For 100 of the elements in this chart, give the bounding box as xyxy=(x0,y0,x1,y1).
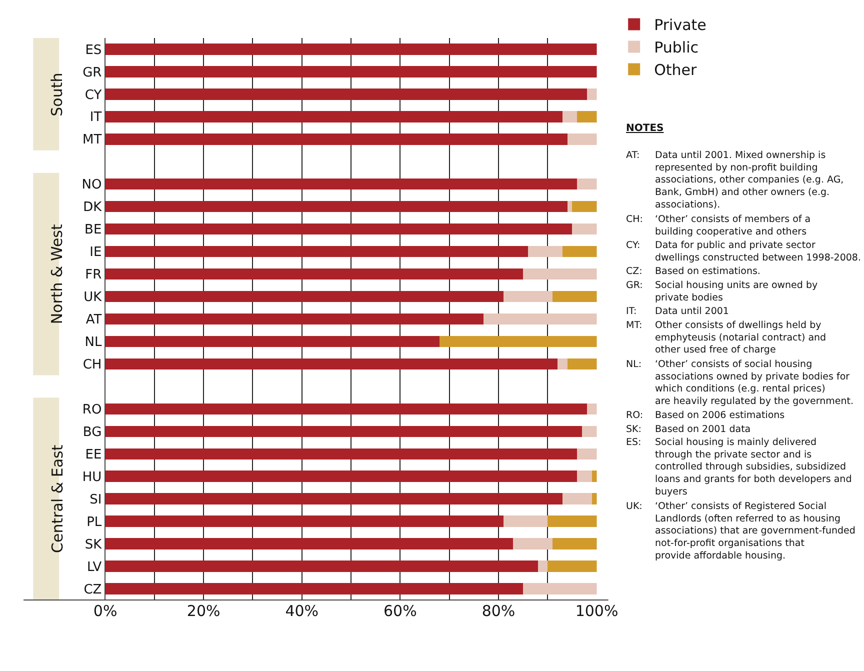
text: GR: Social housing units are owned by private bodies xyxy=(626,280,818,304)
bar xyxy=(552,538,597,550)
bar xyxy=(523,268,597,280)
x-tick-label: 100% xyxy=(575,602,618,620)
bar xyxy=(562,493,592,504)
bar xyxy=(105,66,597,78)
y-tick-label: MT xyxy=(82,132,102,148)
text: IT: Data until 2001 xyxy=(626,306,729,317)
y-tick-label: BE xyxy=(84,222,102,238)
y-tick-label: IT xyxy=(90,110,102,126)
bar xyxy=(105,223,572,235)
bar xyxy=(105,448,578,460)
y-tick-label: FR xyxy=(85,268,102,283)
legend-label: Other xyxy=(654,61,698,80)
bar xyxy=(105,516,504,527)
y-tick-label: UK xyxy=(84,290,102,306)
text: Central & East xyxy=(48,444,66,553)
bar xyxy=(105,336,440,348)
bar xyxy=(105,111,562,122)
y-tick-label: HU xyxy=(82,470,102,485)
y-tick-label: CZ xyxy=(84,582,102,598)
bar xyxy=(562,111,578,122)
bar xyxy=(105,583,524,594)
bar xyxy=(105,313,484,325)
y-tick-label: NL xyxy=(84,335,102,350)
bar xyxy=(484,313,597,325)
bar xyxy=(523,583,597,594)
bar xyxy=(105,358,558,370)
y-tick-label: SI xyxy=(90,492,102,508)
text: AT: Data until 2001. Mixed ownership is represented by non-profit building associations, other companies (e.g. AG, Bank, GmbH) and other owners (e.g. associations). xyxy=(626,150,844,210)
bar xyxy=(105,178,578,190)
bar xyxy=(440,336,597,348)
y-tick-label: BG xyxy=(82,424,102,440)
bar xyxy=(577,448,597,460)
y-tick-label: PL xyxy=(86,514,102,530)
bar xyxy=(528,246,562,258)
bar xyxy=(503,516,548,527)
text: South xyxy=(48,72,66,116)
bar xyxy=(562,246,597,258)
text: MT: Other consists of dwellings held by emphyteusis (notarial contract) and other used free of charge xyxy=(626,320,826,356)
bar xyxy=(548,560,597,572)
y-tick-label: DK xyxy=(83,200,102,216)
y-tick-label: NO xyxy=(82,178,102,193)
y-tick-label: RO xyxy=(82,402,102,418)
bar xyxy=(586,403,597,415)
bar xyxy=(567,200,572,212)
bar xyxy=(538,560,548,572)
bar xyxy=(552,290,597,302)
bar xyxy=(105,268,524,280)
bar xyxy=(105,134,568,145)
bar xyxy=(513,538,553,550)
bar xyxy=(105,426,582,438)
bar xyxy=(105,290,504,302)
bar xyxy=(572,200,597,212)
bar xyxy=(577,178,597,190)
bar xyxy=(503,290,553,302)
bar xyxy=(567,134,597,145)
x-tick-label: 40% xyxy=(285,602,319,620)
bar xyxy=(105,403,587,415)
text: CY: Data for public and private sector dwellings constructed between 1998-2008. xyxy=(626,240,861,264)
bar xyxy=(105,538,514,550)
text: CZ: Based on estimations. xyxy=(626,266,760,277)
x-tick-label: 80% xyxy=(482,602,516,620)
x-tick-label: 0% xyxy=(93,602,118,620)
y-tick-label: CY xyxy=(84,88,102,103)
bar xyxy=(105,200,568,212)
bar xyxy=(105,493,562,504)
text: ES: Social housing is mainly delivered through the private sector and is controlled through subsidies, subsidized loans and grants for both developers and buyers xyxy=(626,437,852,498)
bar xyxy=(592,493,597,504)
bar xyxy=(105,88,587,100)
text: NOTES xyxy=(626,123,664,134)
bar xyxy=(105,470,578,482)
bar xyxy=(557,358,568,370)
y-tick-label: LV xyxy=(86,560,102,575)
bar xyxy=(592,470,597,482)
y-tick-label: SK xyxy=(84,537,102,552)
bar xyxy=(586,88,597,100)
y-tick-label: EE xyxy=(85,447,102,462)
bar xyxy=(105,44,597,55)
y-tick-label: ES xyxy=(85,42,102,58)
y-tick-label: GR xyxy=(82,65,102,80)
bar xyxy=(572,223,597,235)
bar xyxy=(582,426,597,438)
text: SK: Based on 2001 data xyxy=(626,424,751,435)
bar xyxy=(548,516,597,527)
y-tick-label: AT xyxy=(86,312,102,328)
bar xyxy=(577,470,592,482)
legend-label: Public xyxy=(654,38,698,57)
bar xyxy=(577,111,597,122)
x-tick-label: 20% xyxy=(186,602,220,620)
x-tick-label: 60% xyxy=(384,602,417,620)
legend-label: Private xyxy=(654,16,706,34)
text: UK: ‘Other’ consists of Registered Social Landlords (often referred to as housing associations) that are government-funded not-for-profit organisations that provide affordable housing. xyxy=(626,501,856,562)
text: RO: Based on 2006 estimations xyxy=(626,410,785,421)
y-tick-label: IE xyxy=(90,245,102,260)
bar xyxy=(105,560,538,572)
bar xyxy=(567,358,597,370)
bar xyxy=(105,246,528,258)
y-tick-label: CH xyxy=(82,358,102,373)
text: CH: ‘Other’ consists of members of a building cooperative and others xyxy=(626,214,811,238)
